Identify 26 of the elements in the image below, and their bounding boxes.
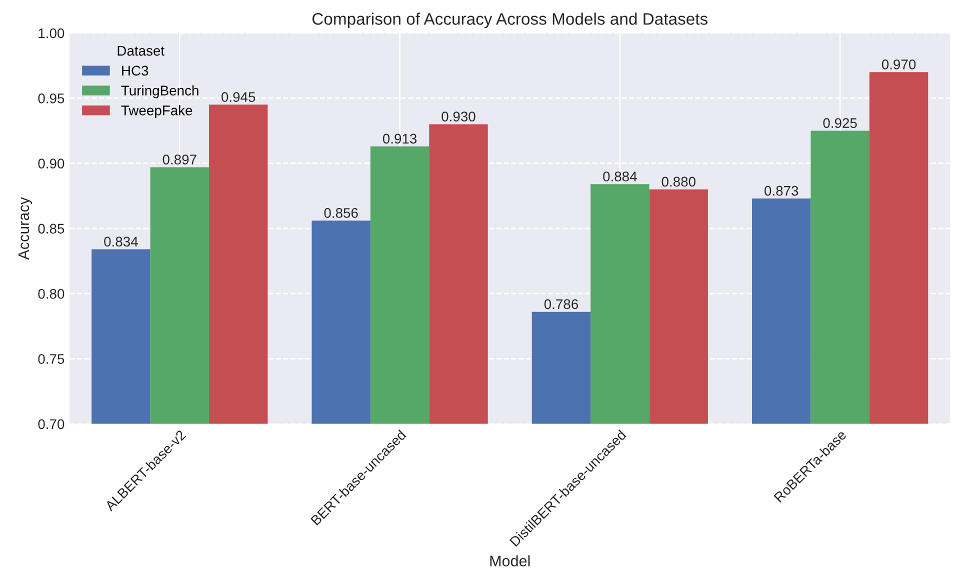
legend-label: TuringBench (121, 85, 198, 98)
y-tick-label: 0.95 (38, 93, 64, 104)
data-label: 0.930 (442, 112, 476, 122)
data-label: 0.856 (324, 208, 358, 218)
data-label: 0.880 (662, 176, 696, 187)
y-tick-label: 0.80 (38, 288, 64, 299)
data-label: 0.873 (764, 186, 798, 196)
data-label: 0.945 (222, 92, 256, 102)
data-label: 0.970 (882, 60, 916, 70)
chart-title: Comparison of Accuracy Across Models and Datasets (312, 12, 708, 28)
x-axis-title: Model (490, 555, 530, 566)
data-label: 0.897 (162, 154, 196, 164)
y-tick-label: 0.85 (38, 224, 64, 234)
legend-label: TweepFake (121, 105, 192, 118)
data-label: 0.925 (823, 118, 857, 128)
data-label: 0.834 (104, 236, 138, 247)
y-tick-label: 1.00 (38, 28, 64, 38)
y-tick-label: 0.90 (38, 158, 64, 168)
data-label: 0.884 (603, 172, 637, 182)
y-axis-title: Accuracy (18, 197, 32, 260)
legend-title: Dataset (118, 46, 164, 56)
y-tick-label: 0.70 (38, 419, 64, 430)
legend-label: HC3 (122, 66, 148, 76)
data-label: 0.913 (382, 134, 417, 144)
y-tick-label: 0.75 (38, 354, 64, 364)
data-label: 0.786 (544, 299, 578, 310)
